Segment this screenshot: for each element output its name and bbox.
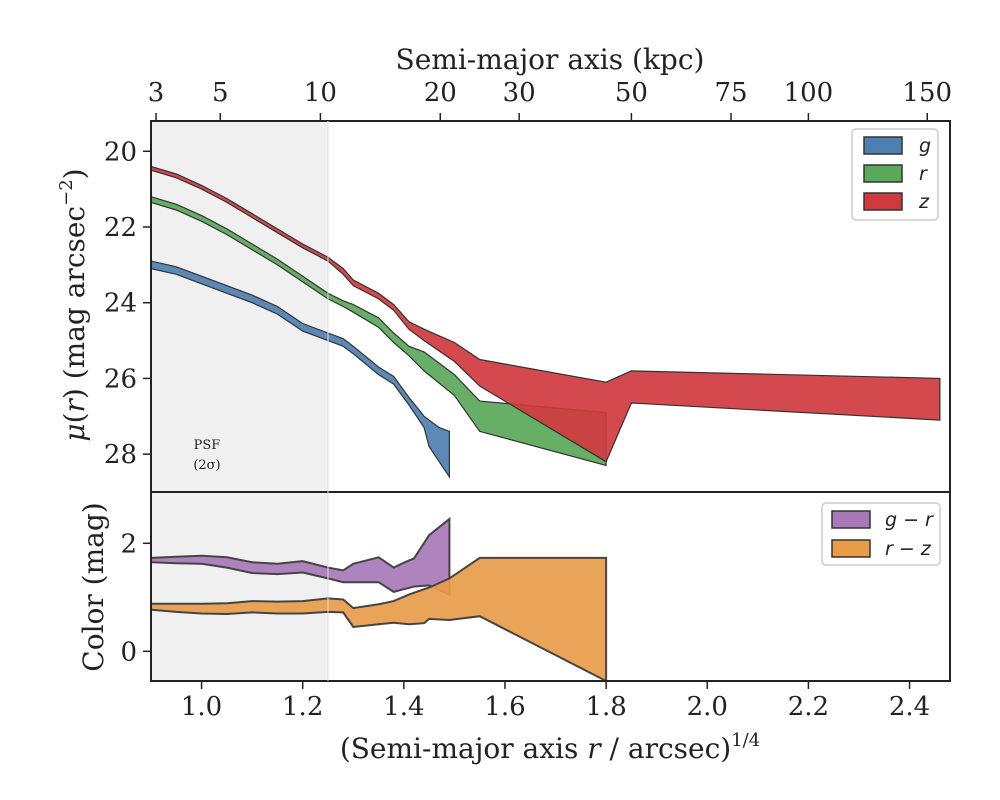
x-tick-label: 1.0 bbox=[181, 692, 222, 722]
y-tick-label: 22 bbox=[104, 213, 137, 243]
color-axis-title: Color (mag) bbox=[77, 502, 110, 671]
top-tick-label: 5 bbox=[212, 78, 229, 108]
axes-ticks: 1.0 1.2 1.4 1.6 1.8 2.0 2.2 2.43 5 10 20 30 50 75 100 1… bbox=[104, 78, 952, 722]
top-tick-label: 100 bbox=[784, 78, 834, 108]
legend-label-g-r: g − r bbox=[885, 509, 934, 531]
legend-label-z: z bbox=[918, 191, 930, 213]
y-tick-label: 26 bbox=[104, 364, 137, 394]
legend-swatch-g-r bbox=[831, 510, 871, 529]
bottom-panel-frame bbox=[150, 491, 951, 682]
x-tick-label: 2.0 bbox=[687, 692, 728, 722]
top-tick-label: 75 bbox=[714, 78, 747, 108]
surface-brightness-legend: g r z bbox=[851, 128, 939, 221]
color-y-tick-label: 0 bbox=[120, 637, 137, 667]
band-g bbox=[150, 260, 450, 479]
x-tick-label: 1.2 bbox=[282, 692, 323, 722]
y-tick-label: 28 bbox=[104, 440, 137, 470]
color-legend: g − r r − z bbox=[821, 502, 941, 566]
legend-swatch-r-z bbox=[831, 539, 871, 558]
surface-brightness-axis-title: μ(r) (mag arcsec−2) bbox=[56, 168, 91, 441]
legend-swatch-z bbox=[863, 192, 903, 211]
surface-brightness-series bbox=[150, 165, 941, 479]
legend-swatch-g bbox=[863, 136, 903, 155]
top-tick-label: 30 bbox=[503, 78, 536, 108]
bottom-axis-title: (Semi-major axis r / arcsec)1/4 bbox=[340, 730, 760, 765]
x-tick-label: 1.6 bbox=[484, 692, 525, 722]
band-r bbox=[150, 195, 607, 467]
x-tick-label: 1.4 bbox=[383, 692, 424, 722]
top-axis-title: Semi-major axis (kpc) bbox=[396, 43, 705, 76]
psf-sigma-label: (2σ) bbox=[193, 458, 220, 473]
psf-region-top bbox=[151, 121, 328, 492]
x-tick-label: 2.4 bbox=[889, 692, 930, 722]
top-tick-label: 10 bbox=[304, 78, 337, 108]
legend-label-r-z: r − z bbox=[885, 538, 932, 560]
band-z bbox=[150, 165, 941, 463]
top-tick-label: 20 bbox=[424, 78, 457, 108]
top-tick-label: 50 bbox=[615, 78, 648, 108]
color-y-tick-label: 2 bbox=[120, 529, 137, 559]
legend-label-r: r bbox=[919, 163, 928, 185]
legend-swatch-r bbox=[863, 164, 903, 183]
x-tick-label: 1.8 bbox=[585, 692, 626, 722]
y-tick-label: 20 bbox=[104, 137, 137, 167]
top-tick-label: 150 bbox=[902, 78, 952, 108]
psf-label: PSF bbox=[194, 438, 221, 453]
y-tick-label: 24 bbox=[104, 289, 137, 319]
x-tick-label: 2.2 bbox=[788, 692, 829, 722]
top-tick-label: 3 bbox=[148, 78, 165, 108]
legend-label-g: g bbox=[919, 135, 931, 157]
psf-region-bottom bbox=[151, 492, 328, 681]
